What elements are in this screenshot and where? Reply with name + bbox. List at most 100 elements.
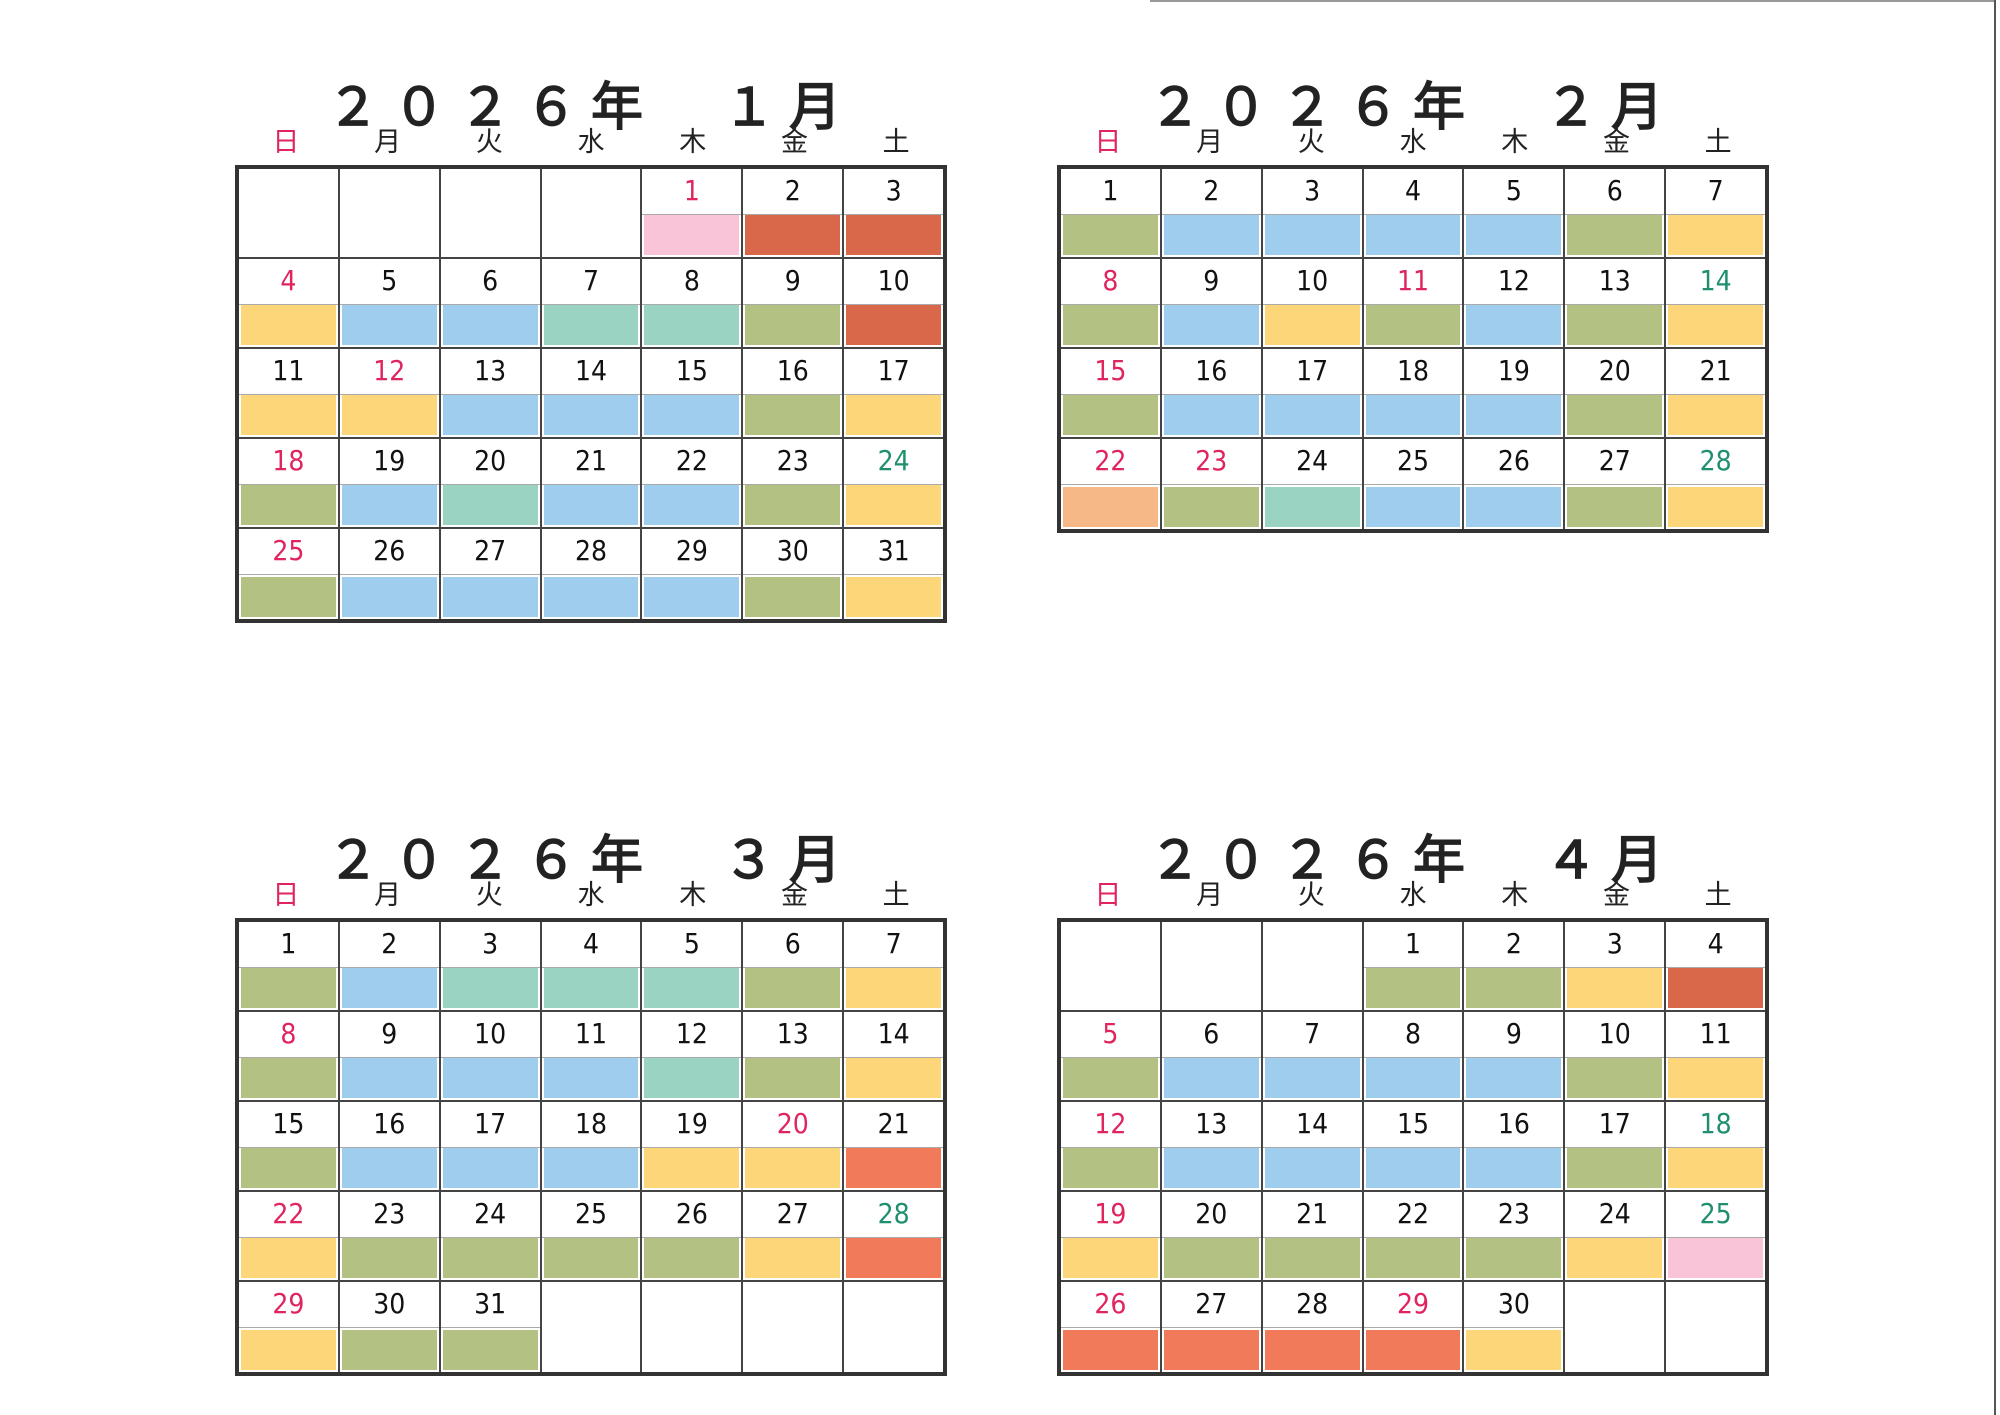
day-color-band (1365, 487, 1461, 527)
day-number: 8 (1363, 1012, 1463, 1058)
day-number: 18 (1363, 349, 1463, 395)
weekday-label: 金 (1602, 127, 1630, 158)
day-number: 19 (1061, 1192, 1160, 1238)
weekday-label: 土 (882, 880, 910, 911)
weekday-label: 水 (1399, 127, 1427, 158)
day-number: 16 (1161, 349, 1261, 395)
day-color-band (241, 577, 336, 617)
weekday-label: 火 (1297, 880, 1325, 911)
day-cell: 10 (440, 1012, 542, 1102)
day-color-band (644, 485, 740, 525)
day-cell: 1 (1363, 922, 1465, 1012)
day-color-band (1264, 1238, 1360, 1278)
day-number (441, 169, 540, 214)
day-number: 4 (1666, 922, 1766, 968)
day-color-band (745, 968, 841, 1008)
day-color-band (241, 305, 336, 345)
empty-day-cell (743, 1282, 845, 1372)
weekday-label: 木 (679, 127, 707, 158)
day-cell: 12 (339, 349, 441, 439)
day-number: 8 (239, 1012, 338, 1058)
weekday-label: 土 (1704, 127, 1732, 158)
day-number: 8 (1061, 259, 1160, 305)
day-color-band (644, 395, 740, 435)
weekday-label: 水 (1399, 880, 1427, 911)
day-number: 14 (1666, 259, 1766, 305)
day-color-band (442, 1330, 538, 1370)
day-number: 23 (743, 439, 843, 485)
day-cell: 19 (339, 439, 441, 529)
month-title: ２０２６年 ４月 (1148, 831, 1677, 891)
day-color-band (1163, 1058, 1259, 1098)
day-number: 25 (239, 529, 338, 575)
day-number: 12 (1464, 259, 1564, 305)
day-cell: 31 (440, 1282, 542, 1372)
day-number: 6 (440, 259, 540, 305)
day-number: 7 (844, 922, 944, 968)
day-color-band (745, 395, 841, 435)
day-cell: 29 (1363, 1282, 1465, 1372)
day-number: 1 (1363, 922, 1463, 968)
day-cell: 21 (844, 1102, 944, 1192)
day-color-band (241, 485, 336, 525)
day-color-band (1264, 305, 1360, 345)
day-color-band (1466, 395, 1562, 435)
day-color-band (1063, 487, 1158, 527)
day-number: 25 (541, 1192, 641, 1238)
day-cell: 2 (339, 922, 441, 1012)
day-number: 30 (1464, 1282, 1564, 1328)
day-color-band (846, 215, 942, 255)
day-cell: 20 (1565, 349, 1667, 439)
weekday-header: 日月火水木金土 (1057, 120, 1769, 158)
day-cell: 25 (541, 1192, 643, 1282)
day-number: 6 (1565, 169, 1665, 215)
day-color-band (1567, 395, 1663, 435)
day-color-band (1567, 487, 1663, 527)
day-color-band (1365, 1238, 1461, 1278)
day-cell: 15 (1061, 349, 1162, 439)
day-cell: 12 (1061, 1102, 1162, 1192)
day-cell: 6 (743, 922, 845, 1012)
day-cell: 27 (1565, 439, 1667, 529)
day-number: 20 (1565, 349, 1665, 395)
day-color-band (442, 305, 538, 345)
day-number (1061, 922, 1160, 967)
day-number (239, 169, 338, 214)
day-color-band (745, 305, 841, 345)
day-number: 19 (1464, 349, 1564, 395)
day-number: 21 (1262, 1192, 1362, 1238)
week-row: 15 16 17 18 19 20 21 (1061, 349, 1766, 439)
day-cell: 18 (239, 439, 340, 529)
day-color-band (1567, 1058, 1663, 1098)
day-number: 9 (1161, 259, 1261, 305)
day-color-band (442, 577, 538, 617)
day-number: 15 (1363, 1102, 1463, 1148)
day-cell: 21 (1666, 349, 1766, 439)
day-color-band (1668, 968, 1764, 1008)
day-color-band (846, 968, 942, 1008)
day-number: 3 (1565, 922, 1665, 968)
day-color-band (1163, 395, 1259, 435)
day-number: 30 (339, 1282, 439, 1328)
day-cell: 12 (642, 1012, 744, 1102)
day-cell: 24 (844, 439, 944, 529)
day-cell: 17 (1262, 349, 1364, 439)
weekday-label: 月 (1196, 127, 1224, 158)
day-color-band (1063, 395, 1158, 435)
day-number: 20 (1161, 1192, 1261, 1238)
day-color-band (341, 577, 437, 617)
week-row: 12 13 14 15 16 17 18 (1061, 1102, 1766, 1192)
week-row: 22 23 24 25 26 27 28 (1061, 439, 1766, 529)
day-number: 23 (1161, 439, 1261, 485)
day-cell: 26 (339, 529, 441, 619)
day-number: 28 (1666, 439, 1766, 485)
day-number: 4 (541, 922, 641, 968)
day-cell: 15 (239, 1102, 340, 1192)
day-color-band (1163, 215, 1259, 255)
day-color-band (1365, 215, 1461, 255)
day-number: 16 (1464, 1102, 1564, 1148)
day-cell: 7 (541, 259, 643, 349)
day-number: 21 (541, 439, 641, 485)
month-title: ２０２６年 ３月 (326, 831, 855, 891)
